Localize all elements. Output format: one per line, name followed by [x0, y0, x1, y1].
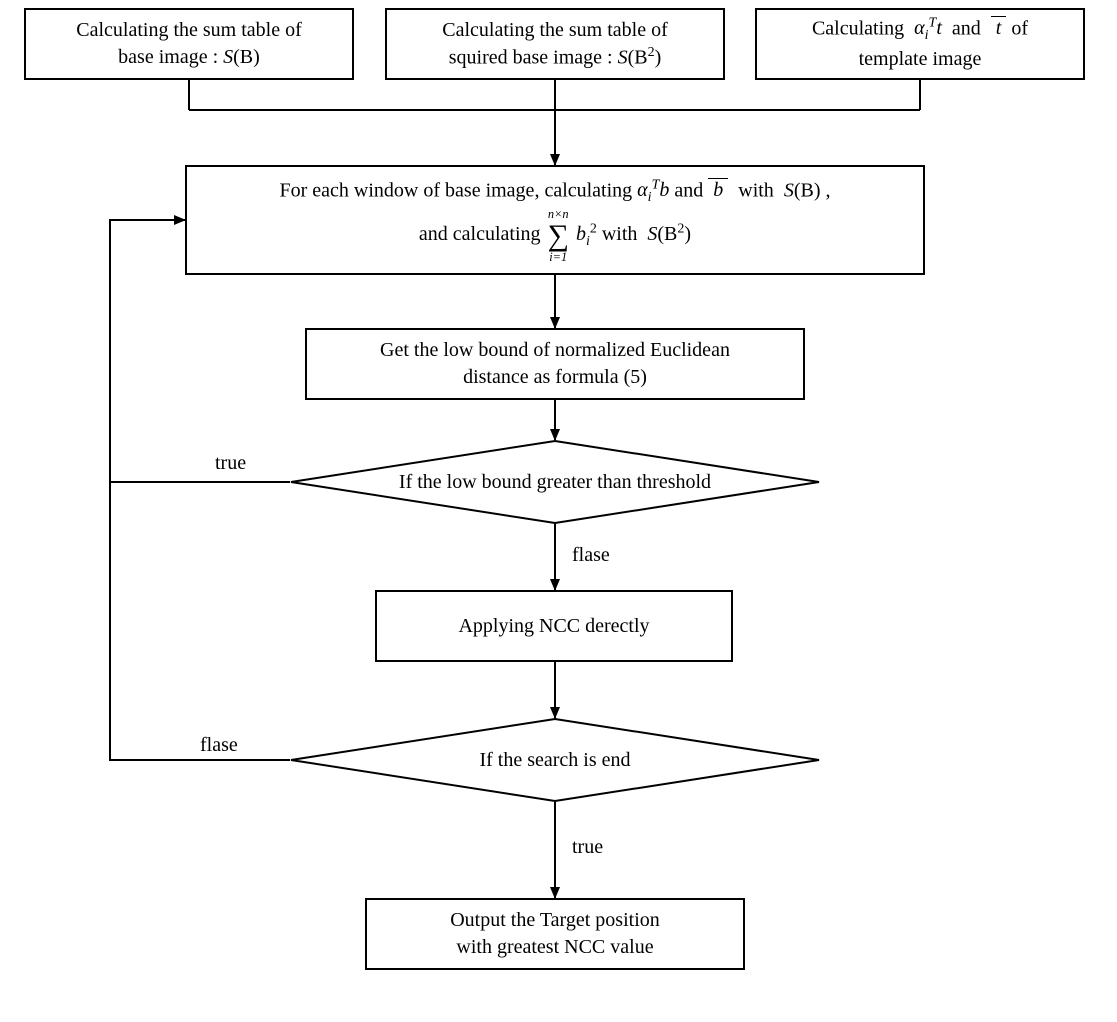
decision-low-bound-threshold: If the low bound greater than threshold — [290, 440, 820, 524]
label-flase-2: flase — [200, 734, 238, 757]
node-text: Get the low bound of normalized Euclidea… — [380, 337, 730, 391]
node-window-calc: For each window of base image, calculati… — [185, 165, 925, 275]
node-output: Output the Target positionwith greatest … — [365, 898, 745, 970]
node-text: Calculating αiTt and t oftemplate image — [812, 15, 1028, 74]
label-true-2: true — [572, 836, 603, 859]
node-text: For each window of base image, calculati… — [280, 177, 831, 263]
decision-search-end: If the search is end — [290, 718, 820, 802]
node-text: Calculating the sum table ofbase image :… — [76, 17, 302, 71]
node-low-bound: Get the low bound of normalized Euclidea… — [305, 328, 805, 400]
label-flase-1: flase — [572, 544, 610, 567]
decision-text: If the search is end — [290, 718, 820, 802]
decision-text: If the low bound greater than threshold — [290, 440, 820, 524]
label-true-1: true — [215, 452, 246, 475]
node-sum-table-base: Calculating the sum table ofbase image :… — [24, 8, 354, 80]
node-sum-table-squared: Calculating the sum table ofsquired base… — [385, 8, 725, 80]
node-text: Calculating the sum table ofsquired base… — [442, 17, 668, 72]
node-apply-ncc: Applying NCC derectly — [375, 590, 733, 662]
node-template-terms: Calculating αiTt and t oftemplate image — [755, 8, 1085, 80]
node-text: Output the Target positionwith greatest … — [450, 907, 660, 961]
node-text: Applying NCC derectly — [458, 613, 649, 640]
